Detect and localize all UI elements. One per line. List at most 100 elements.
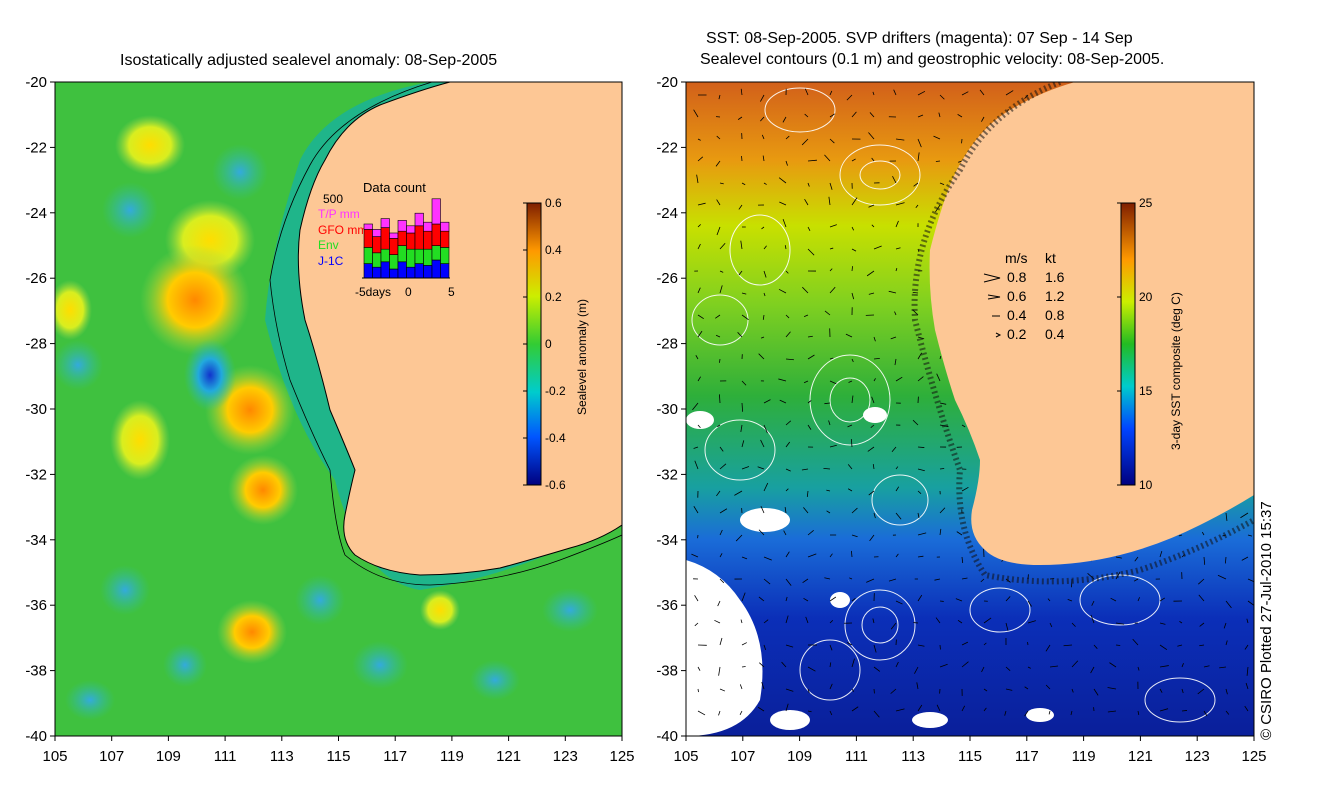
inset-bar-segment — [414, 212, 424, 227]
lat-label: -38 — [25, 663, 47, 680]
velocity-arrow — [717, 600, 721, 607]
velocity-arrow — [785, 688, 794, 692]
lat-label: -26 — [656, 270, 678, 287]
velocity-legend-ms-header: m/s — [1005, 250, 1028, 266]
velocity-arrow — [1071, 622, 1076, 627]
velocity-arrow — [763, 482, 769, 492]
velocity-arrow — [1203, 710, 1208, 717]
velocity-arrow — [851, 197, 858, 206]
velocity-arrow — [851, 158, 856, 162]
velocity-arrow — [762, 155, 765, 162]
colorbar-tick-label: 20 — [1139, 290, 1153, 304]
velocity-arrow — [917, 90, 926, 96]
velocity-arrow — [719, 463, 727, 470]
velocity-arrow — [939, 528, 942, 536]
velocity-arrow — [718, 710, 721, 716]
velocity-arrow — [829, 710, 833, 716]
velocity-arrow — [823, 468, 831, 470]
data-count-inset: Data count 500 T/P mm GFO mm Env J-1C -5… — [318, 180, 455, 299]
inset-bar-segment — [431, 259, 441, 279]
velocity-arrow — [872, 618, 875, 624]
inset-xtick-start: -5days — [355, 285, 391, 299]
velocity-arrow — [740, 88, 743, 96]
velocity-arrow — [873, 336, 876, 342]
velocity-arrow — [933, 135, 941, 140]
velocity-arrow — [719, 508, 728, 514]
lon-label: 119 — [440, 748, 464, 765]
velocity-arrow — [868, 204, 875, 208]
velocity-arrow — [828, 196, 831, 206]
sla-colorbar: 0.6 0.4 0.2 0 -0.2 -0.4 -0.6 Sealevel anomaly … — [523, 196, 589, 492]
velocity-arrow — [961, 705, 966, 712]
velocity-legend-arrow — [983, 273, 1001, 283]
velocity-arrow — [1245, 682, 1249, 690]
lat-label: -24 — [656, 205, 678, 222]
sst-colorbar-scale — [1120, 202, 1136, 486]
lat-label: -22 — [656, 139, 678, 156]
left-axis-ticks: -20 -22 -24 -26 -28 -30 -32 -34 -36 -38 -40 105 107 1… — [25, 74, 634, 765]
velocity-arrow — [719, 285, 723, 294]
velocity-arrow — [939, 468, 945, 470]
velocity-legend-rows: 0.8 1.6 0.6 1.2 0.4 0.8 0.2 0.4 — [983, 269, 1065, 342]
inset-legend-gfo: GFO mm — [318, 223, 367, 237]
velocity-arrow — [829, 182, 833, 190]
velocity-arrow — [1159, 688, 1163, 693]
velocity-arrow — [917, 532, 927, 536]
left-map-title: Isostatically adjusted sealevel anomaly:… — [120, 52, 498, 69]
lat-label: -32 — [25, 466, 47, 483]
velocity-arrow — [785, 270, 789, 274]
velocity-arrow — [892, 176, 897, 184]
velocity-arrow — [828, 420, 831, 426]
lon-label: 105 — [42, 748, 67, 765]
inset-bar-segment — [397, 230, 407, 246]
velocity-arrow — [716, 135, 721, 140]
velocity-arrow — [760, 505, 765, 514]
velocity-arrow — [803, 380, 809, 384]
velocity-arrow — [782, 116, 787, 123]
velocity-arrow — [1107, 710, 1117, 713]
lon-label: 105 — [673, 748, 698, 765]
velocity-arrow — [829, 553, 833, 558]
lon-label: 123 — [553, 748, 578, 765]
velocity-arrow — [740, 424, 743, 432]
velocity-arrow — [760, 439, 765, 448]
velocity-arrow — [917, 376, 924, 382]
velocity-arrow — [1063, 644, 1073, 647]
velocity-arrow — [916, 682, 919, 690]
velocity-arrow — [913, 182, 919, 187]
lon-label: 107 — [730, 748, 755, 765]
velocity-arrow — [1133, 578, 1139, 582]
australia-landmass-sst — [929, 82, 1254, 565]
sla-colorbar-ticks: 0.6 0.4 0.2 0 -0.2 -0.4 -0.6 — [523, 196, 566, 492]
velocity-arrow — [1134, 556, 1139, 562]
velocity-legend-ms: 0.4 — [1007, 307, 1027, 323]
velocity-arrow — [695, 355, 699, 360]
velocity-arrow — [938, 112, 941, 118]
lat-label: -30 — [25, 401, 47, 418]
velocity-arrow — [917, 114, 924, 118]
velocity-arrow — [912, 292, 919, 294]
lat-label: -34 — [656, 532, 678, 549]
colorbar-tick-label: -0.6 — [545, 478, 566, 492]
velocity-arrow — [829, 90, 833, 96]
velocity-arrow — [778, 177, 787, 184]
velocity-arrow — [1107, 687, 1117, 690]
lat-label: -24 — [25, 205, 47, 222]
sla-eddies — [55, 115, 598, 720]
velocity-arrow — [829, 683, 833, 690]
velocity-arrow — [741, 292, 747, 295]
velocity-arrow — [738, 204, 743, 210]
lat-label: -36 — [25, 597, 47, 614]
velocity-arrow — [891, 446, 897, 453]
velocity-arrow — [693, 446, 699, 449]
velocity-arrow — [697, 138, 701, 141]
velocity-arrow — [1247, 534, 1253, 537]
velocity-arrow — [983, 707, 987, 712]
velocity-arrow — [917, 704, 923, 712]
velocity-arrow — [804, 88, 809, 96]
velocity-arrow — [718, 666, 721, 676]
velocity-arrow — [738, 270, 743, 276]
velocity-arrow — [697, 202, 706, 206]
inset-bar-segment — [440, 247, 450, 264]
velocity-arrow — [1132, 638, 1139, 646]
